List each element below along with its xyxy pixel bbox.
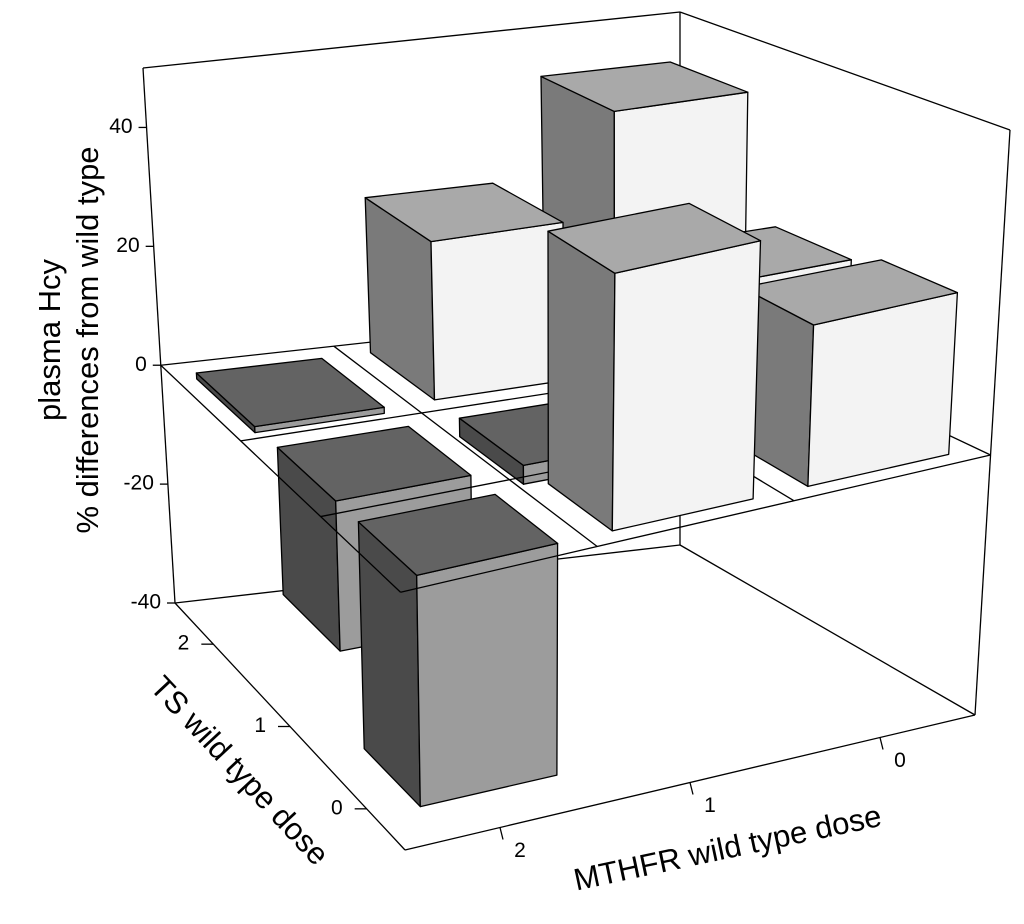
z-axis-label-line1: plasma Hcy — [32, 259, 67, 421]
z-tick-label: -20 — [124, 472, 154, 495]
y-tick-label: 0 — [331, 796, 343, 819]
bar-front — [416, 542, 559, 808]
x-tick — [689, 782, 694, 795]
x-tick — [879, 737, 884, 750]
z-axis-label-line2: % differences from wild type — [70, 146, 105, 533]
x-tick — [499, 827, 504, 840]
frame-edge — [142, 11, 681, 69]
bar-top — [276, 425, 472, 502]
base-plane-line — [333, 345, 598, 547]
bar-top — [364, 182, 564, 243]
x-tick-label: 1 — [704, 794, 716, 817]
z-tick-label: 0 — [135, 353, 147, 376]
x-tick-label: 0 — [894, 749, 906, 772]
bar-top — [195, 357, 385, 428]
bar-top — [540, 61, 749, 113]
x-tick-label: 2 — [514, 839, 526, 862]
y-tick-label: 2 — [178, 632, 190, 655]
z-tick-label: -40 — [131, 591, 161, 614]
y-axis-label: TS wild type dose — [143, 669, 335, 872]
bar-top — [741, 259, 959, 326]
z-tick-label: 20 — [116, 234, 139, 257]
x-axis-label: MTHFR wild type dose — [571, 798, 885, 897]
frame-edge — [679, 544, 976, 716]
bar-top — [357, 493, 559, 577]
bar-side — [547, 230, 616, 532]
base-plane-line — [400, 454, 991, 593]
base-plane-line — [160, 364, 402, 593]
z-tick-label: 40 — [109, 115, 132, 138]
frame-edge — [974, 129, 1011, 716]
bar-front — [611, 240, 762, 532]
frame-edge — [679, 11, 1011, 131]
frame-edge — [142, 67, 176, 604]
bar-front — [430, 221, 565, 401]
y-tick-label: 1 — [254, 714, 266, 737]
bar-top — [547, 202, 762, 274]
